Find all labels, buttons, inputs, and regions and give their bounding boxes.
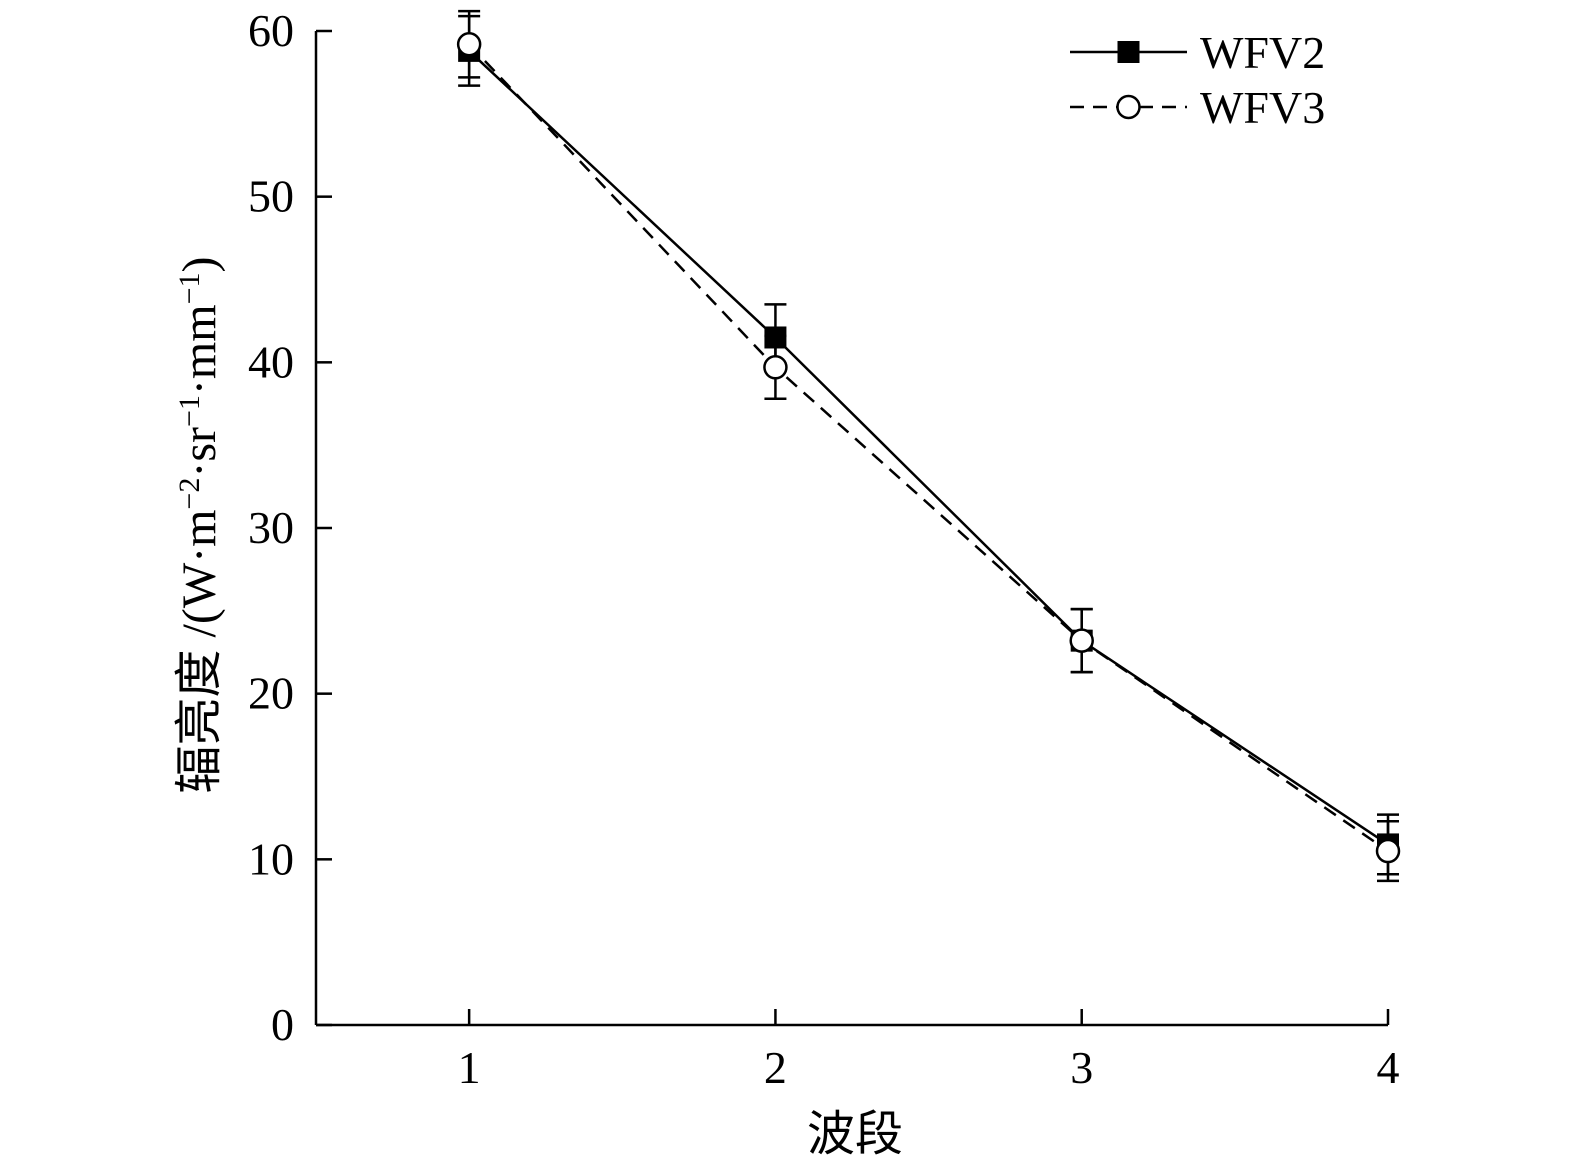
y-axis-label-part: )	[173, 256, 226, 272]
data-point	[1375, 838, 1401, 864]
data-point	[456, 32, 482, 57]
series-wfv3	[456, 9, 1401, 883]
axes: 0 10 20 30 40 50 60 1 2 3 4	[248, 5, 1400, 1093]
y-axis-label-part: ·sr	[173, 427, 226, 478]
legend-item-wfv3: WFV3	[1070, 82, 1325, 133]
x-tick-label: 1	[458, 1042, 481, 1093]
legend-marker	[1117, 41, 1140, 63]
series-line	[468, 49, 1389, 846]
series-wfv2	[458, 14, 1399, 876]
y-tick-label: 10	[248, 833, 294, 884]
series-layer	[456, 9, 1401, 883]
series-line	[468, 43, 1389, 853]
x-tick-label: 4	[1377, 1042, 1400, 1093]
y-axis-label-superscript: −1	[173, 395, 206, 427]
y-tick-label: 0	[271, 999, 294, 1050]
y-tick-label: 40	[248, 336, 294, 387]
x-tick-label: 2	[764, 1042, 787, 1093]
legend-marker	[1116, 94, 1141, 120]
y-axis-label-part: 辐亮度 /(W·m	[173, 510, 226, 794]
y-axis-label-superscript: −1	[173, 272, 206, 304]
data-point	[1069, 628, 1094, 653]
legend-label: WFV3	[1200, 82, 1325, 133]
x-axis-label: 波段	[807, 1108, 903, 1161]
y-axis-label: 辐亮度 /(W·m−2·sr−1·mm−1)	[173, 256, 227, 793]
y-axis-label-superscript: −2	[173, 478, 206, 510]
y-tick-label: 50	[248, 171, 294, 222]
data-point	[763, 355, 788, 380]
y-tick-label: 60	[248, 5, 294, 56]
x-tick-label: 3	[1070, 1042, 1093, 1093]
legend-label: WFV2	[1200, 27, 1325, 78]
y-tick-label: 30	[248, 502, 294, 553]
y-axis-label-part: ·mm	[173, 304, 226, 395]
y-tick-label: 20	[248, 668, 294, 719]
legend-item-wfv2: WFV2	[1070, 27, 1325, 78]
